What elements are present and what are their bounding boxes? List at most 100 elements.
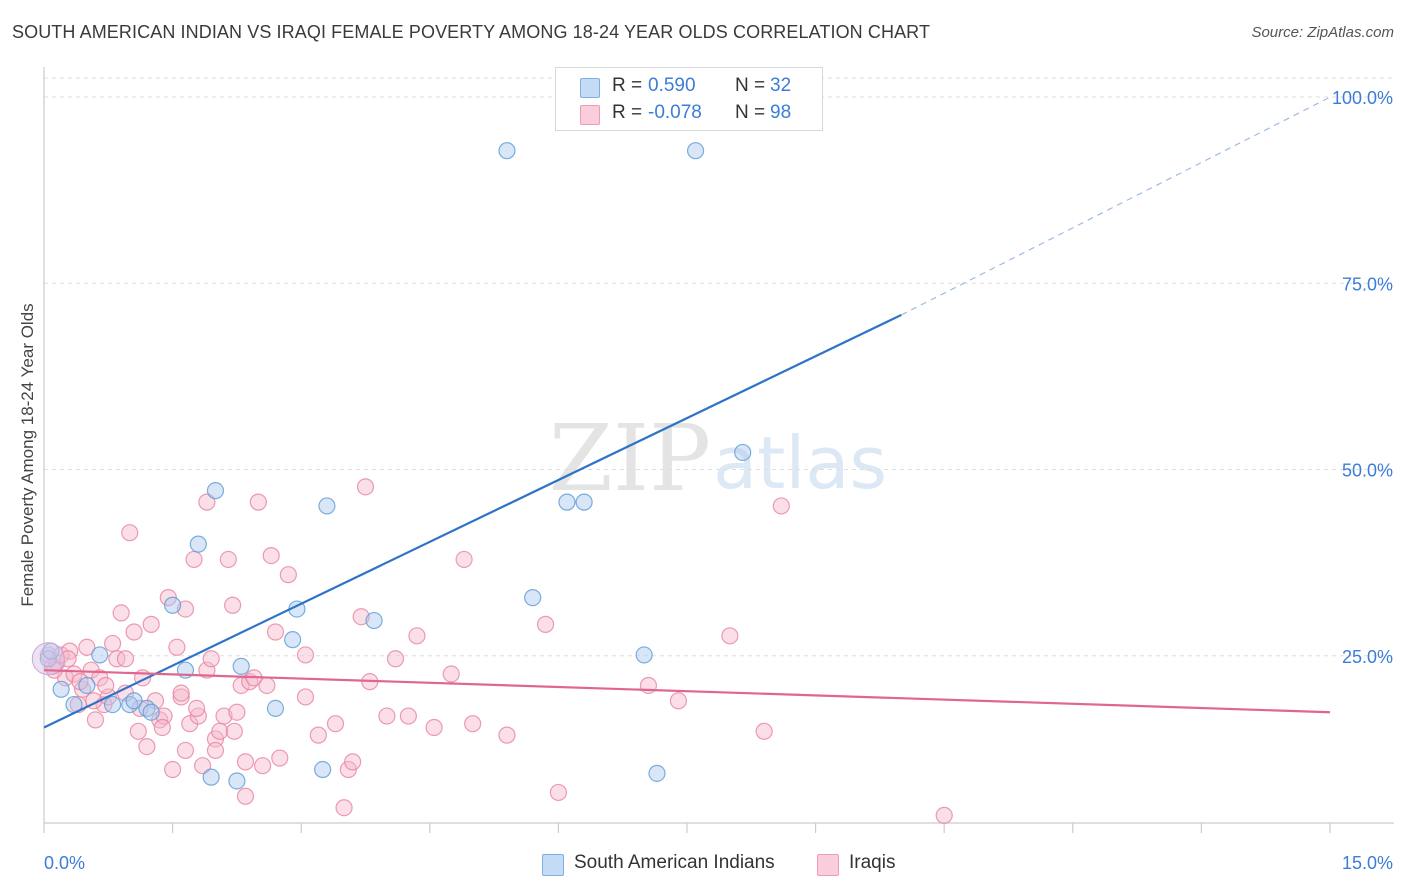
point-iraqi bbox=[408, 627, 426, 645]
point-iraqi bbox=[164, 760, 182, 779]
legend-n-value: 32 bbox=[770, 75, 792, 96]
bottom-legend-label: Iraqis bbox=[849, 852, 896, 873]
point-iraqi bbox=[125, 623, 143, 641]
point-iraqi bbox=[755, 722, 773, 740]
point-iraqi bbox=[425, 718, 443, 737]
legend-n-value: 98 bbox=[770, 102, 792, 123]
point-iraqi bbox=[97, 676, 115, 695]
y-tick-label: 75.0% bbox=[1342, 274, 1393, 294]
point-iraqi bbox=[225, 722, 243, 740]
point-south-american-indian bbox=[164, 596, 182, 614]
point-south-american-indian bbox=[91, 646, 109, 664]
point-iraqi bbox=[78, 638, 96, 656]
point-iraqi bbox=[194, 757, 212, 775]
point-iraqi bbox=[309, 726, 327, 744]
trend-line-extension bbox=[901, 96, 1331, 316]
point-iraqi bbox=[176, 600, 195, 618]
correlation-legend: R = 0.590 N = 32 R = -0.078 N = 98 bbox=[555, 67, 823, 131]
legend-n-label: N = bbox=[735, 75, 766, 96]
point-south-american-indian bbox=[686, 142, 705, 160]
point-iraqi bbox=[262, 546, 280, 565]
point-iraqi bbox=[198, 493, 216, 511]
point-iraqi bbox=[129, 722, 147, 740]
point-iraqi bbox=[335, 799, 353, 817]
legend-r-value: -0.078 bbox=[648, 102, 702, 123]
point-iraqi bbox=[356, 478, 375, 496]
point-iraqi bbox=[211, 722, 229, 740]
legend-r-label: R = bbox=[612, 102, 643, 123]
point-south-american-indian bbox=[284, 631, 302, 649]
point-south-american-indian bbox=[142, 703, 160, 721]
bottom-legend-label: South American Indians bbox=[574, 852, 775, 873]
point-south-american-indian bbox=[734, 443, 752, 462]
point-south-american-indian bbox=[232, 657, 250, 675]
point-south-american-indian bbox=[206, 482, 225, 500]
point-iraqi bbox=[266, 623, 285, 641]
point-iraqi bbox=[254, 757, 272, 775]
point-south-american-indian bbox=[365, 611, 383, 630]
point-south-american-indian bbox=[52, 680, 70, 698]
point-iraqi bbox=[236, 787, 255, 805]
point-iraqi bbox=[378, 707, 396, 725]
point-iraqi bbox=[153, 718, 171, 737]
point-cluster bbox=[31, 642, 65, 676]
point-iraqi bbox=[258, 676, 276, 695]
point-iraqi bbox=[326, 715, 345, 733]
point-south-american-indian bbox=[78, 676, 96, 695]
point-iraqi bbox=[116, 650, 135, 668]
point-iraqi bbox=[344, 753, 362, 771]
point-south-american-indian bbox=[228, 772, 246, 790]
point-iraqi bbox=[172, 688, 190, 706]
point-iraqi bbox=[138, 737, 156, 756]
legend-swatch-pink bbox=[580, 105, 600, 125]
legend-swatch-blue bbox=[580, 78, 600, 98]
point-iraqi bbox=[536, 615, 555, 633]
point-south-american-indian bbox=[103, 695, 122, 714]
point-iraqi bbox=[442, 665, 460, 683]
y-tick-label: 25.0% bbox=[1342, 647, 1393, 667]
point-south-american-indian bbox=[266, 699, 285, 718]
point-south-american-indian bbox=[498, 142, 516, 160]
point-iraqi bbox=[236, 753, 255, 771]
point-iraqi bbox=[168, 638, 186, 656]
point-iraqi bbox=[188, 699, 206, 718]
point-iraqi bbox=[296, 688, 315, 706]
trend-line-south-american-indians bbox=[43, 313, 902, 729]
point-iraqi bbox=[103, 634, 122, 653]
point-iraqi bbox=[176, 741, 195, 760]
point-iraqi bbox=[669, 692, 688, 710]
point-south-american-indian bbox=[575, 493, 593, 511]
point-iraqi bbox=[352, 608, 370, 626]
point-south-american-indian bbox=[648, 764, 666, 782]
point-iraqi bbox=[185, 550, 203, 569]
point-south-american-indian bbox=[318, 497, 336, 515]
point-iraqi bbox=[202, 650, 220, 668]
point-south-american-indian bbox=[189, 535, 207, 553]
point-iraqi bbox=[121, 524, 139, 542]
point-iraqi bbox=[86, 711, 105, 729]
legend-r-label: R = bbox=[612, 75, 643, 96]
x-tick-label: 15.0% bbox=[1342, 853, 1393, 873]
point-iraqi bbox=[228, 703, 246, 721]
point-iraqi bbox=[772, 497, 790, 515]
point-iraqi bbox=[249, 493, 267, 511]
point-iraqi bbox=[279, 566, 297, 584]
legend-n-label: N = bbox=[735, 102, 766, 123]
chart-title: SOUTH AMERICAN INDIAN VS IRAQI FEMALE PO… bbox=[12, 22, 931, 42]
y-tick-label: 100.0% bbox=[1332, 88, 1393, 108]
point-iraqi bbox=[455, 550, 473, 569]
point-south-american-indian bbox=[314, 760, 332, 779]
point-iraqi bbox=[172, 684, 190, 702]
point-south-american-indian bbox=[558, 493, 576, 511]
source-label: Source: ZipAtlas.com bbox=[1251, 24, 1394, 41]
point-iraqi bbox=[399, 707, 417, 725]
point-iraqi bbox=[464, 715, 482, 733]
point-south-american-indian bbox=[635, 646, 653, 664]
point-iraqi bbox=[271, 749, 289, 767]
point-south-american-indian bbox=[125, 692, 143, 710]
bottom-legend-swatch-pink bbox=[817, 854, 839, 876]
point-iraqi bbox=[224, 596, 242, 614]
point-iraqi bbox=[112, 604, 130, 622]
point-iraqi bbox=[498, 726, 516, 744]
